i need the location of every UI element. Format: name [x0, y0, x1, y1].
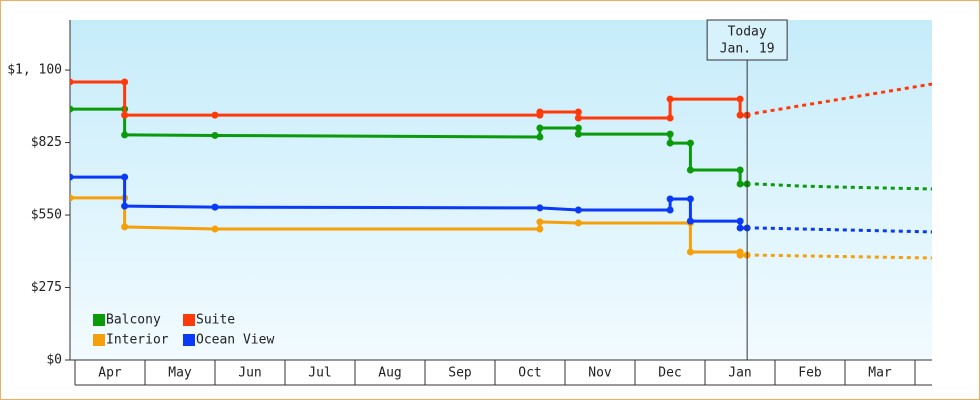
- x-tick-label: Nov: [588, 366, 612, 381]
- price-point: [121, 78, 129, 86]
- y-tick-label: $275: [31, 280, 62, 295]
- price-point: [536, 108, 544, 116]
- x-tick-label: Jan: [728, 366, 751, 381]
- legend-swatch: [93, 334, 105, 346]
- price-point: [70, 173, 74, 181]
- y-tick-label: $0: [46, 353, 62, 368]
- x-tick-label: Jul: [308, 366, 331, 381]
- legend-label: Suite: [196, 313, 235, 328]
- today-box: [706, 19, 788, 61]
- price-point: [666, 195, 674, 203]
- x-tick-label: Jun: [238, 366, 261, 381]
- price-point: [736, 251, 744, 259]
- legend-swatch: [183, 334, 195, 346]
- price-point: [536, 204, 544, 212]
- x-tick-label: Dec: [658, 366, 681, 381]
- forecast-line: [754, 253, 932, 260]
- price-point: [686, 166, 694, 174]
- price-point: [574, 124, 582, 132]
- price-point: [574, 219, 582, 227]
- forecast-line: [754, 82, 932, 115]
- legend-label: Interior: [106, 333, 169, 348]
- price-point: [536, 218, 544, 226]
- price-point: [686, 217, 694, 225]
- x-tick-label: May: [168, 366, 192, 381]
- plot-area: [70, 20, 932, 360]
- price-point: [70, 78, 74, 86]
- price-point: [736, 224, 744, 232]
- price-point: [70, 105, 74, 113]
- legend-swatch: [183, 314, 195, 326]
- price-point: [686, 139, 694, 147]
- price-point: [536, 124, 544, 132]
- price-point: [736, 111, 744, 119]
- price-point: [686, 195, 694, 203]
- price-point: [736, 166, 744, 174]
- x-tick-label: Sep: [448, 366, 472, 381]
- legend-label: Balcony: [106, 313, 161, 328]
- price-point: [70, 194, 74, 202]
- price-point: [121, 111, 129, 119]
- price-point: [121, 173, 129, 181]
- price-point: [211, 225, 219, 233]
- price-point: [574, 206, 582, 214]
- price-point: [574, 108, 582, 116]
- x-tick-label: Mar: [868, 366, 892, 381]
- today-label: Jan. 19: [720, 42, 775, 57]
- y-tick-label: $825: [31, 135, 62, 150]
- forecast-line: [754, 226, 932, 234]
- price-point: [536, 225, 544, 233]
- price-point: [211, 111, 219, 119]
- price-point: [121, 202, 129, 210]
- price-point: [736, 180, 744, 188]
- price-point: [666, 130, 674, 138]
- price-point: [211, 203, 219, 211]
- legend-label: Ocean View: [196, 333, 274, 348]
- price-point: [666, 139, 674, 147]
- price-point: [121, 223, 129, 231]
- y-tick-label: $1, 100: [7, 63, 62, 78]
- price-point: [666, 114, 674, 122]
- price-point: [736, 217, 744, 225]
- price-point: [211, 131, 219, 139]
- today-label: Today: [728, 25, 767, 40]
- x-tick-label: Oct: [518, 366, 541, 381]
- price-point: [574, 130, 582, 138]
- price-point: [574, 114, 582, 122]
- price-point: [121, 131, 129, 139]
- legend-swatch: [93, 314, 105, 326]
- x-tick-label: Aug: [378, 366, 401, 381]
- x-tick-label: Feb: [798, 366, 822, 381]
- x-tick-label: Apr: [98, 366, 122, 381]
- price-point: [736, 95, 744, 103]
- price-point: [666, 206, 674, 214]
- y-tick-label: $550: [31, 208, 62, 223]
- price-point: [686, 248, 694, 256]
- series-layer: [70, 78, 932, 260]
- forecast-line: [754, 182, 932, 191]
- price-point: [666, 95, 674, 103]
- price-point: [536, 133, 544, 141]
